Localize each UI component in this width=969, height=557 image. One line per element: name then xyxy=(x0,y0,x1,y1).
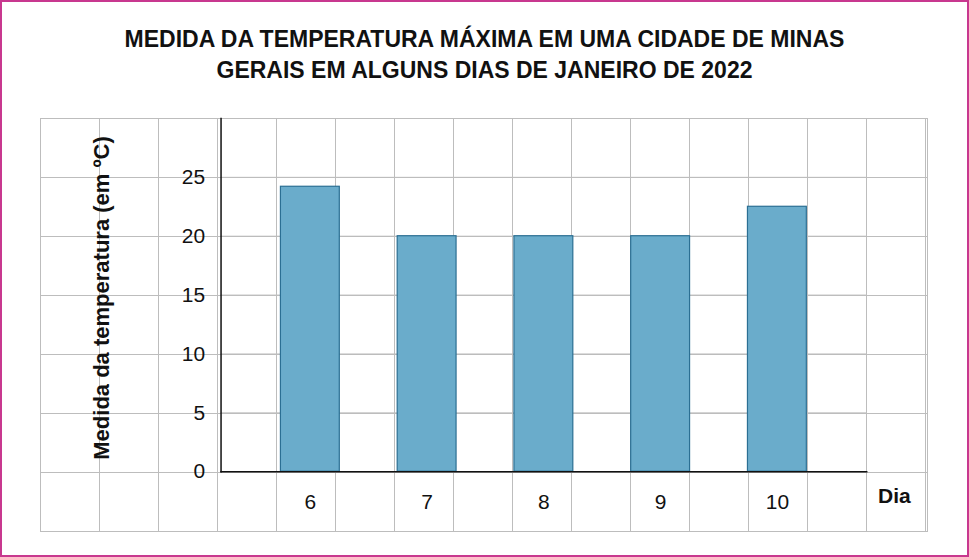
html-text:Medida da temperatura (em ºC): Medida da temperatura (em ºC) xyxy=(89,136,114,460)
html-text:MEDIDA DA TEMPERATURA MÁXIMA E: MEDIDA DA TEMPERATURA MÁXIMA EM UMA CIDA… xyxy=(124,26,845,83)
html-text:Dia: Dia xyxy=(878,484,911,507)
svg-text:10: 10 xyxy=(182,342,205,365)
svg-text:15: 15 xyxy=(182,283,205,306)
svg-text:25: 25 xyxy=(182,165,205,188)
svg-text:20: 20 xyxy=(182,224,205,247)
svg-text:7: 7 xyxy=(421,490,433,513)
svg-text:8: 8 xyxy=(538,490,550,513)
svg-text:10: 10 xyxy=(766,490,789,513)
svg-text:9: 9 xyxy=(655,490,667,513)
svg-text:6: 6 xyxy=(305,490,317,513)
svg-text:5: 5 xyxy=(193,401,205,424)
svg-text:0: 0 xyxy=(193,459,205,482)
